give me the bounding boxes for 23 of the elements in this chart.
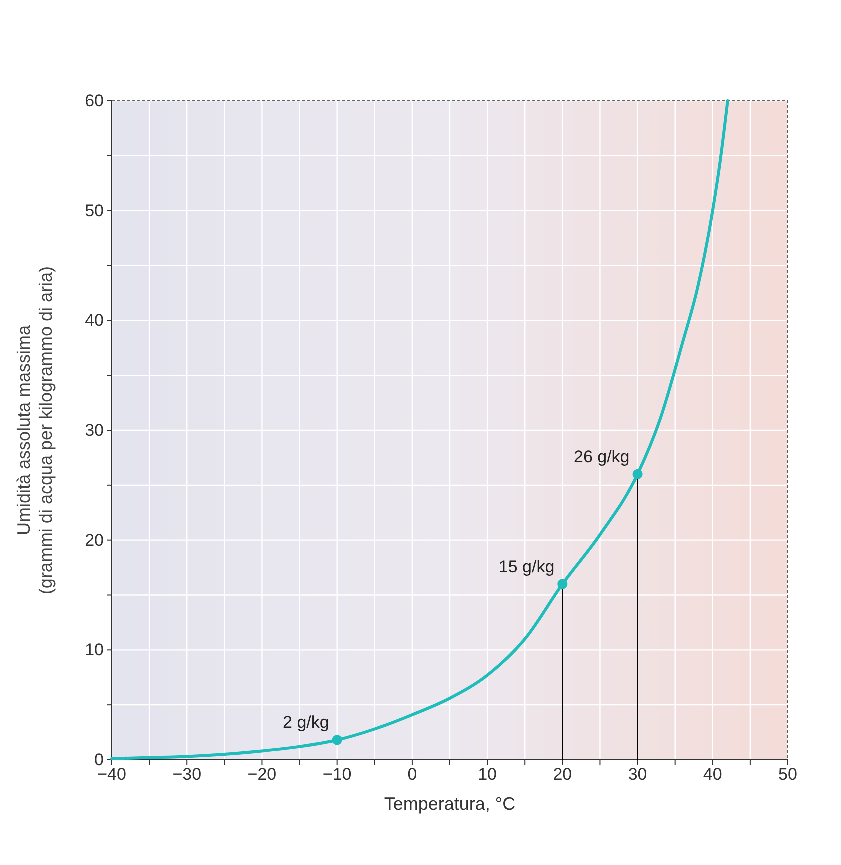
y-tick-label: 20 — [85, 530, 104, 550]
x-tick-label: 40 — [703, 765, 722, 784]
x-tick-label: −30 — [172, 765, 202, 784]
x-tick-label: 50 — [778, 765, 798, 784]
x-tick-label: 0 — [408, 765, 418, 784]
x-tick-label: −10 — [322, 765, 352, 784]
x-tick-label: 10 — [478, 765, 498, 784]
x-tick-label: −20 — [248, 765, 277, 784]
point — [632, 469, 643, 480]
point — [332, 735, 342, 746]
y-tick-label: 30 — [85, 420, 104, 440]
x-tick-label: 30 — [628, 765, 648, 784]
y-tick-label: 40 — [85, 311, 104, 330]
x-tick-label: 20 — [553, 765, 572, 784]
y-axis-title: Umidità assoluta massima (grammi di acqua per kilogrammo di aria) — [14, 266, 56, 595]
y-tick-label: 10 — [85, 640, 104, 660]
annotation: 26 g/kg — [574, 447, 630, 466]
annotation: 2 g/kg — [283, 713, 330, 732]
x-axis-title: Temperatura, °C — [384, 794, 516, 814]
y-tick-label: 60 — [85, 91, 104, 110]
point — [558, 579, 568, 590]
annotation: 15 g/kg — [498, 557, 555, 576]
y-tick-label: 50 — [85, 201, 104, 220]
